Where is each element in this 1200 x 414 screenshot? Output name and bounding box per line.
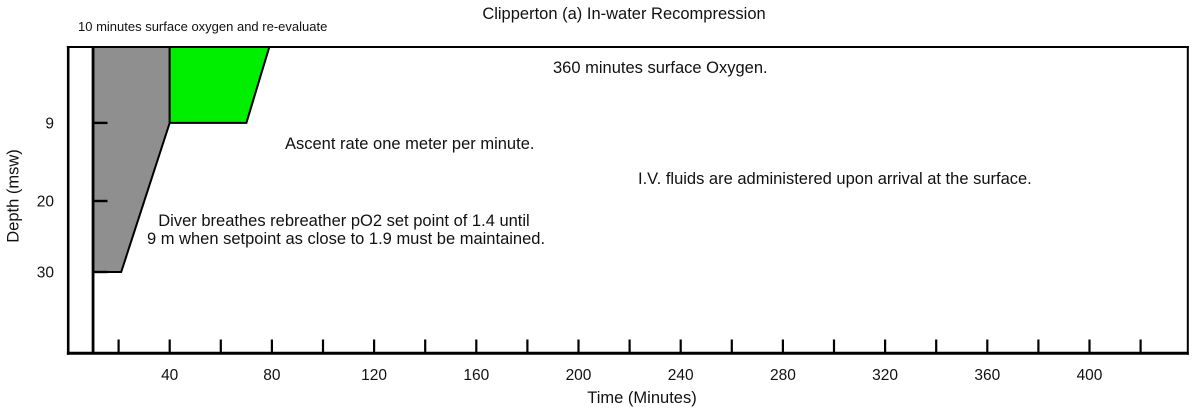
x-tick-label: 320	[872, 367, 898, 384]
x-tick-label: 360	[974, 367, 1000, 384]
x-axis-label: Time (Minutes)	[587, 389, 697, 407]
note-setpoint-line2: 9 m when setpoint as close to 1.9 must b…	[146, 230, 546, 248]
x-tick-label: 160	[463, 367, 489, 384]
depth-tick-label: 9	[45, 115, 54, 132]
x-tick-label: 280	[770, 367, 796, 384]
depth-tick-label: 20	[37, 194, 55, 211]
x-tick-label: 120	[361, 367, 387, 384]
x-tick-label: 400	[1077, 367, 1103, 384]
note-setpoint-line1: Diver breathes rebreather pO2 set point …	[158, 212, 530, 230]
x-tick-label: 200	[566, 367, 592, 384]
note-surface-oxygen-10: 10 minutes surface oxygen and re-evaluat…	[78, 19, 328, 34]
note-ascent-rate: Ascent rate one meter per minute.	[285, 135, 535, 153]
x-tick-label: 240	[668, 367, 694, 384]
note-iv-fluids: I.V. fluids are administered upon arriva…	[638, 170, 1032, 188]
x-tick-label: 40	[161, 367, 179, 384]
high-setpoint-phase-green	[168, 46, 271, 124]
depth-tick-label: 30	[37, 265, 55, 282]
y-axis-label: Depth (msw)	[4, 149, 23, 243]
x-tick-label: 80	[263, 367, 281, 384]
chart-title: Clipperton (a) In-water Recompression	[482, 5, 766, 23]
note-surface-oxygen-360: 360 minutes surface Oxygen.	[553, 59, 768, 77]
